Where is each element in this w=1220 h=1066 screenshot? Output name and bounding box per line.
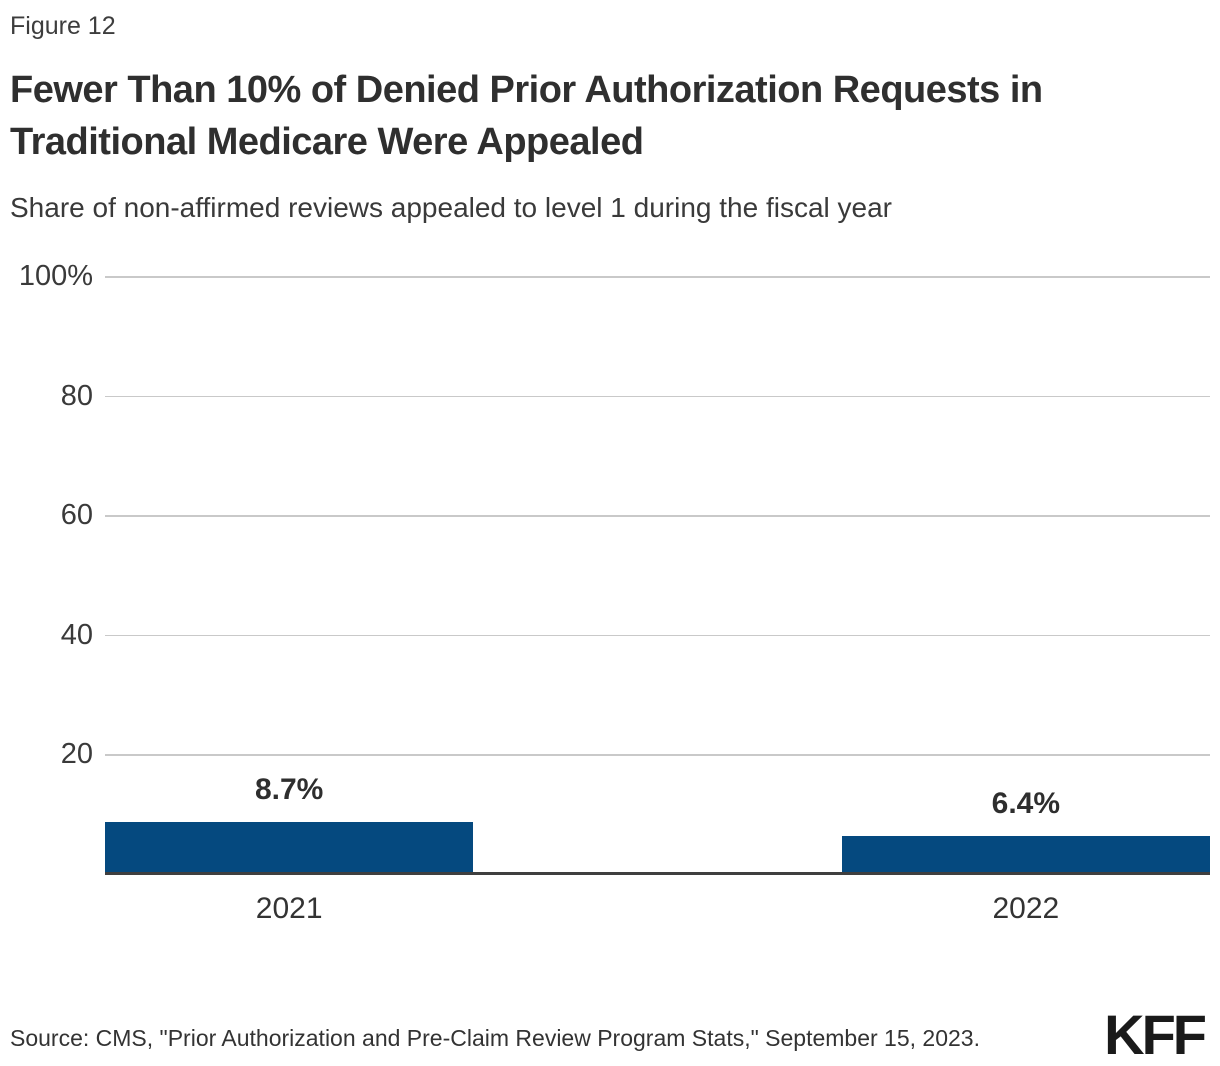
- x-tick-label: 2021: [255, 892, 323, 925]
- bar-2022: [841, 835, 1210, 874]
- gridline: [105, 754, 1210, 756]
- chart-title: Fewer Than 10% of Denied Prior Authoriza…: [10, 69, 1043, 163]
- figure-label: Figure 12: [10, 12, 116, 40]
- y-tick-label: 100%: [18, 260, 93, 292]
- x-axis-line: [105, 872, 1210, 875]
- x-tick-label: 2022: [992, 892, 1060, 925]
- y-tick-label: 20: [60, 738, 93, 771]
- source-note: Source: CMS, "Prior Authorization and Pr…: [10, 1025, 980, 1051]
- chart-subtitle: Share of non-affirmed reviews appealed t…: [10, 192, 892, 223]
- bar-value-label: 6.4%: [991, 786, 1061, 820]
- y-tick-label: 80: [60, 379, 93, 412]
- y-tick-label: 40: [60, 618, 93, 651]
- y-tick-label: 60: [60, 499, 93, 532]
- gridline: [105, 276, 1210, 278]
- bar-2021: [105, 822, 474, 874]
- bar-chart: 100% 80 60 40 20 8.7% 2021 6.4% 2022: [0, 260, 1220, 925]
- kff-logo: KFF: [1104, 1003, 1207, 1066]
- gridline: [105, 634, 1210, 637]
- gridline: [105, 515, 1210, 517]
- gridline: [105, 395, 1210, 398]
- bar-value-label: 8.7%: [254, 773, 324, 806]
